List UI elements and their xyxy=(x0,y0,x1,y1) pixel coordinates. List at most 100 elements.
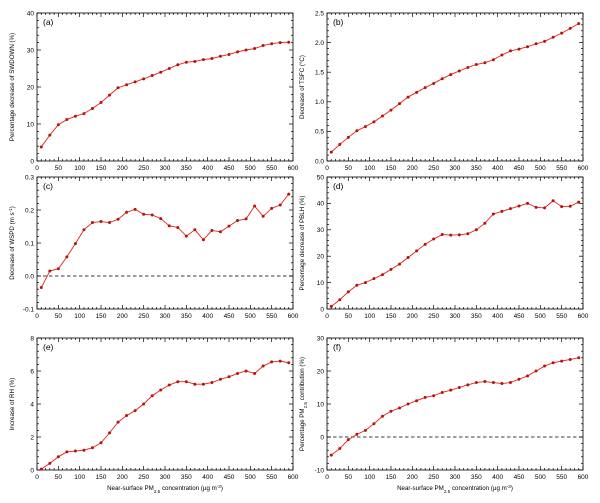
panel-b-ytick-label: 2.0 xyxy=(315,40,324,47)
panel-f-label: (f) xyxy=(333,342,341,352)
panel-d-data-point xyxy=(534,205,538,209)
panel-a-data-point xyxy=(56,123,60,127)
panel-d-data-point xyxy=(560,205,564,209)
panel-a-data-point xyxy=(278,41,282,45)
panel-c-xtick-label: 50 xyxy=(55,313,63,320)
panel-b-data-point xyxy=(568,26,572,30)
panel-b-data-point xyxy=(355,129,359,133)
panel-e-xtick-label: 50 xyxy=(55,474,63,481)
panel-b-data-point xyxy=(500,53,504,57)
panel-e-data-point xyxy=(270,360,274,364)
panel-e-data-point xyxy=(167,383,171,387)
panel-d-xtick-label: 200 xyxy=(407,313,418,320)
panel-d-data-point xyxy=(440,233,444,237)
panel-c-data-point xyxy=(150,213,154,217)
panel-d-data-point xyxy=(363,281,367,285)
panel-e-ytick-label: 2 xyxy=(30,434,34,441)
panel-c-data-point xyxy=(236,219,240,223)
panel-e-xtick-label: 550 xyxy=(266,474,277,481)
panel-e-series-line xyxy=(41,360,289,470)
panel-e-data-point xyxy=(73,449,77,453)
panel-d-xtick-label: 400 xyxy=(492,313,503,320)
panel-d-data-point xyxy=(517,204,521,208)
panel-c-data-point xyxy=(176,225,180,229)
panel-c-xtick-label: 400 xyxy=(202,313,213,320)
panel-e-xtick-label: 250 xyxy=(138,474,149,481)
panel-b-data-point xyxy=(346,135,350,139)
panel-b-xtick-label: 550 xyxy=(556,165,567,172)
panel-e-label: (e) xyxy=(43,342,54,352)
panel-a-data-point xyxy=(184,60,188,64)
panel-a-y-axis-title: Percentage decrease of SWDOWN (%) xyxy=(9,33,16,141)
panel-b-series-line xyxy=(330,23,579,153)
panel-c-data-point xyxy=(90,221,94,225)
panel-d-ytick-label: 10 xyxy=(317,280,325,287)
panel-c-xtick-label: 200 xyxy=(117,313,128,320)
panel-f-data-point xyxy=(508,381,512,385)
panel-a-xtick-label: 0 xyxy=(35,165,39,172)
panel-e-data-point xyxy=(90,446,94,450)
panel-f-data-point xyxy=(380,414,384,418)
panel-a-xtick-label: 250 xyxy=(138,165,149,172)
panel-d-data-point xyxy=(457,233,461,237)
panel-e-data-point xyxy=(253,371,257,375)
panel-c-data-point xyxy=(218,230,222,234)
panel-a-xtick-label: 150 xyxy=(96,165,107,172)
panel-b-ytick-label: 0.0 xyxy=(315,158,324,165)
panel-f-ytick-label: 10 xyxy=(317,401,325,408)
panel-b-data-point xyxy=(415,90,419,94)
panel-f-ytick-label: 0 xyxy=(320,434,324,441)
panel-c-data-point xyxy=(133,207,137,211)
panel-b-xtick-label: 100 xyxy=(364,165,375,172)
panel-a-data-point xyxy=(99,101,103,105)
panel-f-data-point xyxy=(517,377,521,381)
panel-f-xtick-label: 600 xyxy=(578,474,589,481)
panel-c-data-point xyxy=(99,220,103,224)
panel-d-data-point xyxy=(380,273,384,277)
panel-b-data-point xyxy=(560,31,564,35)
panel-b-ytick-label: 1.0 xyxy=(315,99,324,106)
panel-f-data-point xyxy=(526,374,530,378)
panel-b-data-point xyxy=(577,22,581,26)
panel-b-data-point xyxy=(534,42,538,46)
panel-a-data-point xyxy=(227,52,231,56)
panel-d-series-line xyxy=(330,200,579,307)
panel-a-data-point xyxy=(218,54,222,58)
panel-a-xtick-label: 350 xyxy=(181,165,192,172)
panel-c-data-point xyxy=(253,204,257,208)
panel-c-data-point xyxy=(210,228,214,232)
panel-e-xtick-label: 500 xyxy=(245,474,256,481)
panel-e-data-point xyxy=(287,361,291,365)
panel-b-data-point xyxy=(432,81,436,85)
panel-d-data-point xyxy=(449,233,453,237)
panel-a-data-point xyxy=(236,50,240,54)
panel-e-xtick-label: 200 xyxy=(117,474,128,481)
panel-a-data-point xyxy=(159,70,163,74)
panel-d-ytick-label: 20 xyxy=(317,254,325,261)
panel-e-xtick-label: 0 xyxy=(35,474,39,481)
panel-d-data-point xyxy=(551,199,555,203)
panel-e-data-point xyxy=(210,381,214,385)
panel-c-data-point xyxy=(142,212,146,216)
panel-e-xtick-label: 300 xyxy=(160,474,171,481)
panel-f-data-point xyxy=(363,428,367,432)
panel-b-data-point xyxy=(457,69,461,73)
panel-c-ytick-label: 0.0 xyxy=(25,273,34,280)
panel-a-data-point xyxy=(108,93,112,97)
panel-f-data-point xyxy=(534,369,538,373)
panel-e-xtick-label: 350 xyxy=(181,474,192,481)
panel-d-ytick-label: 0 xyxy=(320,306,324,313)
panel-d-xtick-label: 100 xyxy=(364,313,375,320)
panel-f-y-axis-title: Percentage PM2.5 contribution (%) xyxy=(299,357,308,451)
panel-a-xtick-label: 200 xyxy=(117,165,128,172)
panel-c-data-point xyxy=(287,192,291,196)
panel-c-data-point xyxy=(39,286,43,290)
panel-f-data-point xyxy=(389,409,393,413)
panel-c-y-axis-title: Decrease of WSPD (m s-1) xyxy=(8,206,17,280)
panel-c-data-point xyxy=(270,206,274,210)
panel-c-data-point xyxy=(184,234,188,238)
panel-b-data-point xyxy=(466,65,470,69)
panel-d-data-point xyxy=(415,249,419,253)
panel-e-xtick-label: 150 xyxy=(96,474,107,481)
